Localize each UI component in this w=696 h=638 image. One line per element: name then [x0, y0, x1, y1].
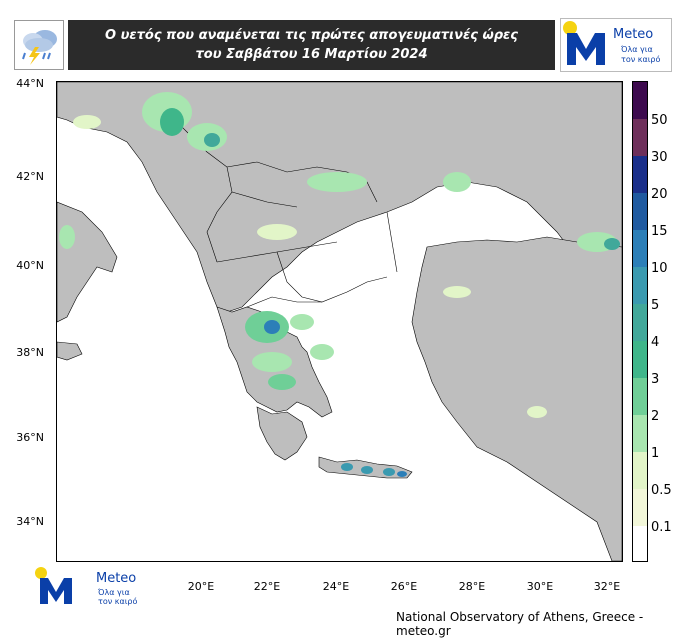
page-title: Ο υετός που αναμένεται τις πρώτες απογευ… [68, 20, 555, 70]
colorbar-segment [633, 526, 647, 561]
lon-label-28: 28°E [458, 580, 486, 593]
colorbar-label-10: 10 [651, 261, 668, 276]
meteo-logo-bottom: Meteo Όλα για τον καιρό [34, 566, 146, 606]
meteo-logo-tagline-1: Όλα για [621, 45, 653, 54]
lat-label-42: 42°N [16, 170, 44, 183]
colorbar-segment [633, 415, 647, 452]
land-layer [57, 82, 622, 561]
colorbar-segment [633, 304, 647, 341]
colorbar-label-3: 3 [651, 372, 660, 387]
colorbar-label-5: 5 [651, 298, 660, 313]
lon-label-22: 22°E [253, 580, 281, 593]
colorbar-segment [633, 156, 647, 193]
colorbar-segment [633, 452, 647, 489]
lat-label-38: 38°N [16, 346, 44, 359]
colorbar-label-20: 20 [651, 187, 668, 202]
title-line-1: Ο υετός που αναμένεται τις πρώτες απογευ… [105, 28, 518, 43]
lat-label-36: 36°N [16, 431, 44, 444]
lon-label-20: 20°E [187, 580, 215, 593]
meteo-logo-name: Meteo [613, 27, 654, 42]
lon-label-30: 30°E [526, 580, 554, 593]
meteo-logo-bottom-tagline-1: Όλα για [98, 588, 130, 597]
weather-icon-box [14, 20, 64, 70]
colorbar-segment [633, 230, 647, 267]
colorbar-segment [633, 82, 647, 119]
meteo-logo-bottom-tagline-2: τον καιρό [98, 597, 138, 606]
colorbar-segment [633, 193, 647, 230]
precipitation-layer [59, 92, 620, 477]
precipitation-colorbar [632, 81, 648, 562]
meteo-logo-bottom-name: Meteo [96, 571, 137, 586]
lat-label-34: 34°N [16, 515, 44, 528]
colorbar-segment [633, 267, 647, 304]
colorbar-label-4: 4 [651, 335, 660, 350]
colorbar-segment [633, 489, 647, 526]
meteo-logo-tagline-2: τον καιρό [621, 55, 661, 64]
colorbar-label-0-1: 0.1 [651, 520, 672, 535]
lon-label-26: 26°E [390, 580, 418, 593]
footer-credit: National Observatory of Athens, Greece -… [396, 610, 644, 638]
colorbar-label-50: 50 [651, 113, 668, 128]
lat-label-44: 44°N [16, 77, 44, 90]
colorbar-label-30: 30 [651, 150, 668, 165]
lat-label-40: 40°N [16, 259, 44, 272]
map-canvas [57, 82, 622, 561]
lon-label-32: 32°E [593, 580, 621, 593]
colorbar-segment [633, 119, 647, 156]
colorbar-segment [633, 341, 647, 378]
lon-label-24: 24°E [322, 580, 350, 593]
colorbar-segment [633, 378, 647, 415]
title-line-2: του Σαββάτου 16 Μαρτίου 2024 [195, 47, 428, 62]
colorbar-label-2: 2 [651, 409, 660, 424]
colorbar-label-1: 1 [651, 446, 660, 461]
precipitation-map [56, 81, 623, 562]
colorbar-label-15: 15 [651, 224, 668, 239]
meteo-logo-top: Meteo Όλα για τον καιρό [560, 18, 672, 72]
colorbar-label-0-5: 0.5 [651, 483, 672, 498]
rain-cloud-lightning-icon [22, 30, 57, 65]
